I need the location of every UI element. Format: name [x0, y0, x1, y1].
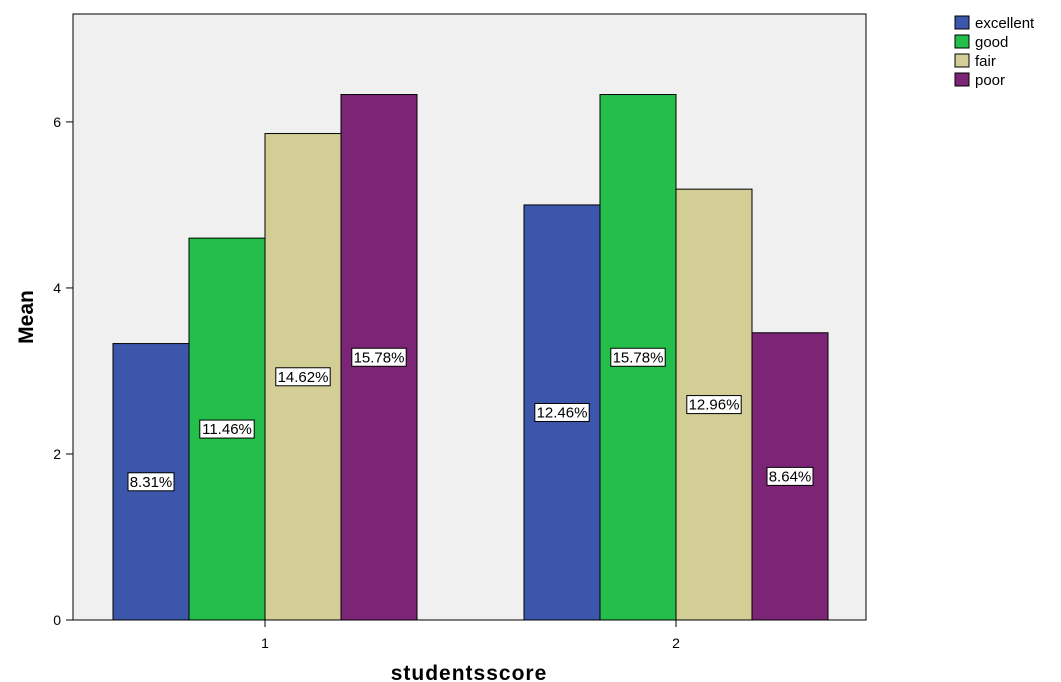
- data-labels-group: 8.31% 11.46% 14.62% 15.78% 12.46% 15.78% 12.96…: [127, 347, 814, 492]
- data-label-excellent-1: 8.31%: [130, 474, 173, 491]
- legend-label-excellent: excellent: [975, 15, 1035, 32]
- data-label-box: [534, 402, 590, 422]
- x-tick-label: 1: [261, 635, 269, 651]
- data-label-excellent-2: 12.46%: [537, 404, 588, 421]
- legend-swatch-poor: [954, 72, 970, 87]
- data-label-box: [127, 472, 175, 492]
- data-label-box: [199, 419, 255, 439]
- legend-label-fair: fair: [975, 53, 996, 70]
- data-label-box: [610, 347, 666, 367]
- data-label-good-2: 15.78%: [613, 349, 664, 366]
- data-label-fair-2: 12.96%: [689, 397, 740, 414]
- legend: excellent good fair poor: [954, 15, 1035, 89]
- y-tick-label: 4: [53, 280, 61, 296]
- data-label-fair-1: 14.62%: [278, 369, 329, 386]
- data-label-box: [686, 395, 742, 415]
- x-axis-title: studentsscore: [391, 662, 548, 682]
- legend-swatch-good: [954, 34, 970, 49]
- legend-swatch-fair: [954, 53, 970, 68]
- legend-label-good: good: [975, 34, 1008, 51]
- data-label-poor-2: 8.64%: [769, 468, 812, 485]
- data-label-poor-1: 15.78%: [354, 349, 405, 366]
- data-label-box: [351, 347, 407, 367]
- legend-swatch-excellent: [954, 15, 970, 30]
- y-tick-label: 0: [53, 612, 61, 628]
- y-tick-label: 2: [53, 446, 61, 462]
- y-tick-label: 6: [53, 114, 61, 130]
- data-label-box: [766, 466, 814, 486]
- y-axis-title: Mean: [15, 290, 38, 344]
- y-axis: 0 2 4 6: [53, 114, 73, 628]
- data-label-good-1: 11.46%: [202, 421, 252, 438]
- x-tick-label: 2: [672, 635, 680, 651]
- legend-label-poor: poor: [975, 72, 1005, 89]
- data-label-box: [275, 367, 331, 387]
